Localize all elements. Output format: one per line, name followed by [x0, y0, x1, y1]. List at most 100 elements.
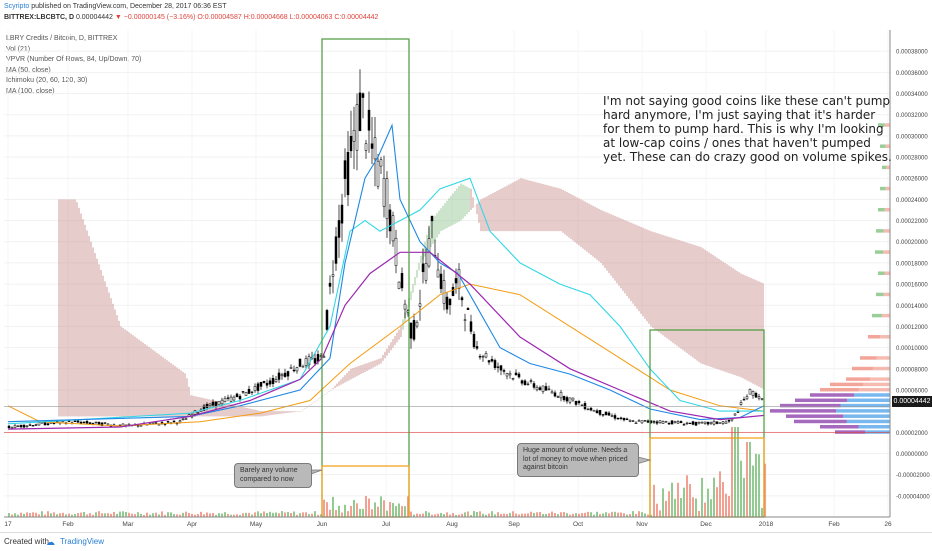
vpvr-row — [860, 356, 877, 360]
y-tick-label: 0.00024000 — [896, 198, 928, 204]
cloud-segment — [262, 411, 264, 417]
cloud-segment — [76, 202, 78, 417]
candle-body — [517, 373, 521, 378]
vpvr-row — [780, 403, 841, 408]
volume-bar — [704, 502, 706, 517]
volume-bar — [518, 514, 520, 517]
candle-body — [589, 407, 593, 411]
volume-bar — [377, 506, 379, 517]
vpvr-row — [843, 414, 890, 418]
cloud-segment — [488, 195, 490, 232]
volume-bar — [713, 477, 715, 517]
cloud-segment — [730, 266, 732, 374]
cloud-segment — [748, 277, 750, 382]
cloud-segment — [446, 200, 448, 228]
cloud-segment — [114, 309, 116, 417]
cloud-segment — [562, 189, 564, 233]
volume-bar — [602, 513, 604, 517]
cloud-segment — [514, 181, 516, 232]
cloud-segment — [308, 405, 310, 406]
legend-ma50[interactable]: MA (50, close) — [6, 66, 51, 74]
cloud-segment — [572, 195, 574, 241]
volume-bar — [254, 512, 256, 517]
volume-bar — [212, 513, 214, 517]
y-axis-ticks: 0.00038000 0.00036000 0.00034000 0.00032000… — [896, 50, 930, 501]
ichimoku-conversion-line — [7, 177, 764, 425]
volume-bar — [527, 513, 529, 517]
cloud-segment — [602, 210, 604, 266]
cloud-segment — [398, 329, 400, 340]
legend-vpvr[interactable]: VPVR (Number Of Rows, 84, Up/Down, 70) — [6, 56, 142, 63]
cloud-segment — [426, 234, 428, 254]
cloud-segment — [674, 238, 676, 345]
vpvr-row — [884, 207, 890, 212]
cloud-segment — [594, 206, 596, 259]
price-chart[interactable]: 0.00038000 0.00036000 0.00034000 0.00032000… — [0, 0, 932, 532]
candle-body — [571, 397, 575, 401]
cloud-segment — [340, 379, 342, 385]
candle-body — [742, 399, 746, 401]
candle-body — [52, 422, 56, 424]
low-value: L:0.00004063 — [289, 14, 333, 21]
candle-body — [154, 422, 158, 424]
cloud-segment — [540, 183, 542, 232]
cloud-segment — [548, 185, 550, 232]
x-tick-label: Jun — [317, 521, 328, 528]
volume-bar — [548, 513, 550, 517]
vpvr-row — [820, 387, 859, 392]
cloud-segment — [388, 345, 390, 353]
volume-bar — [626, 514, 628, 517]
cloud-segment — [680, 240, 682, 349]
candle-body — [709, 422, 713, 424]
cloud-segment — [546, 185, 548, 232]
cloud-segment — [676, 239, 678, 346]
cloud-segment — [220, 402, 222, 417]
cloud-segment — [610, 214, 612, 276]
legend-ma100[interactable]: MA (100, close) — [6, 87, 55, 95]
cloud-segment — [448, 198, 450, 227]
volume-bar — [677, 482, 679, 517]
ichimoku-cloud — [58, 178, 764, 417]
candle-body — [139, 425, 143, 427]
volume-bar — [449, 514, 451, 517]
cloud-segment — [304, 408, 306, 409]
cloud-segment — [586, 202, 588, 252]
candle-body — [247, 388, 251, 394]
volume-bar — [752, 465, 754, 517]
volume-bar — [242, 513, 244, 517]
cloud-segment — [300, 411, 302, 412]
candle-body — [13, 425, 17, 428]
created-with-text: Created with — [4, 537, 49, 546]
volume-bar — [695, 498, 697, 517]
volume-bar — [347, 511, 349, 517]
volume-bar — [584, 512, 586, 517]
cloud-segment — [248, 408, 250, 417]
volume-bar — [383, 500, 385, 517]
cloud-segment — [590, 204, 592, 255]
volume-bar — [533, 512, 535, 517]
candle-body — [391, 215, 395, 242]
candle-body — [535, 387, 539, 391]
legend-series[interactable]: LBRY Credits / Bitcoin, D, BITTREX — [6, 35, 118, 42]
candle-body — [568, 397, 572, 403]
author-link[interactable]: Scyripto — [4, 3, 30, 10]
cloud-segment — [332, 387, 334, 389]
cloud-segment — [554, 187, 556, 232]
open-value: O:0.00004587 — [197, 14, 242, 21]
x-tick-label: 17 — [4, 521, 12, 528]
candle-body — [529, 380, 533, 382]
legend-ichimoku[interactable]: Ichimoku (20, 60, 120, 30) — [6, 77, 88, 84]
vpvr-row — [876, 229, 884, 233]
volume-bar — [11, 514, 13, 517]
volume-bar — [761, 507, 763, 517]
volume-bar — [572, 513, 574, 517]
volume-bar — [185, 511, 187, 517]
cloud-segment — [264, 411, 266, 416]
tradingview-link[interactable]: TradingView — [60, 537, 105, 546]
cloud-segment — [144, 344, 146, 417]
legend-volume[interactable]: Vol (21) — [6, 45, 31, 53]
volume-bar — [197, 514, 199, 517]
volume-bar — [632, 511, 634, 517]
cloud-segment — [736, 270, 738, 376]
x-tick-label: 26 — [884, 521, 892, 528]
